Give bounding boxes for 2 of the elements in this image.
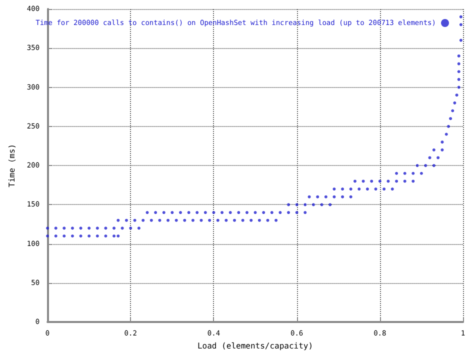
- x-axis-title: Load (elements/capacity): [197, 342, 314, 350]
- y-axis-title: Time (ms): [8, 144, 16, 188]
